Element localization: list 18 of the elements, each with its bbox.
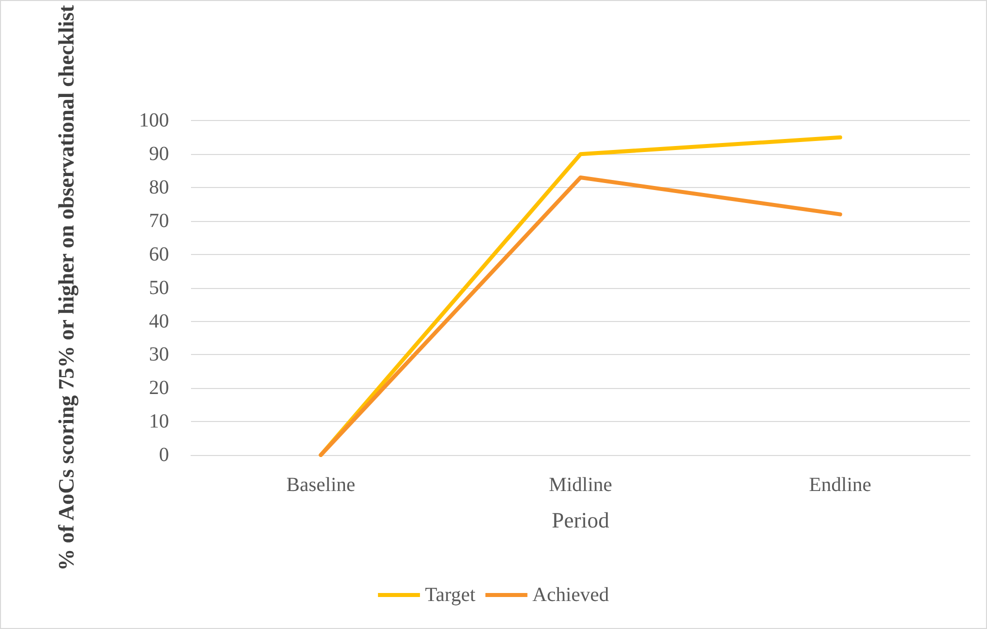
x-axis-title: Period	[552, 508, 610, 532]
y-tick-label: 20	[149, 377, 169, 400]
legend-label: Target	[424, 584, 476, 606]
y-tick-label: 30	[149, 344, 169, 366]
y-axis-title: % of AoCs scoring 75% or higher on observational checklist	[54, 4, 78, 571]
y-tick-label: 50	[149, 276, 169, 299]
y-tick-label: 90	[149, 143, 169, 166]
x-tick-label: Baseline	[286, 474, 356, 496]
y-tick-label: 60	[149, 243, 169, 266]
x-tick-label: Endline	[809, 474, 872, 496]
y-tick-label: 80	[149, 176, 169, 199]
legend-label: Achieved	[532, 584, 610, 606]
y-tick-label: 40	[149, 310, 169, 332]
x-tick-label: Midline	[548, 474, 612, 496]
y-tick-label: 100	[139, 110, 169, 132]
y-tick-label: 70	[149, 210, 169, 232]
y-tick-label: 10	[149, 410, 169, 433]
y-tick-label: 0	[159, 444, 169, 466]
